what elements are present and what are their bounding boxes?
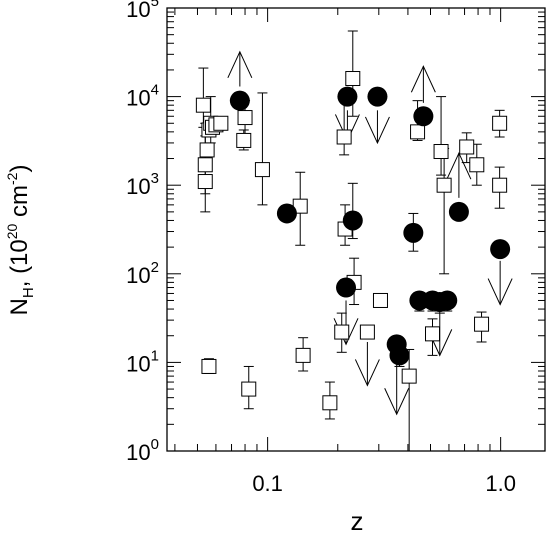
limit-arrows	[227, 50, 513, 416]
y-tick-label: 102	[126, 259, 159, 288]
x-tick-label: 1.0	[485, 471, 516, 496]
open-square-point	[236, 132, 252, 148]
filled-circle-point	[413, 106, 434, 127]
open-square-point	[469, 157, 485, 173]
open-square-point	[410, 124, 426, 140]
filled-circle-point	[448, 201, 469, 222]
open-square-point	[237, 110, 253, 126]
open-square-point	[425, 326, 441, 342]
filled-circle-point	[367, 86, 388, 107]
filled-circle-point	[403, 222, 424, 243]
upper-limit-arrow-head	[384, 388, 410, 416]
plot-frame	[166, 7, 546, 452]
upper-limit-arrow-head	[354, 359, 380, 387]
open-square-point	[213, 115, 229, 131]
open-square-point	[492, 115, 508, 131]
filled-circle-point	[490, 239, 511, 260]
open-square-point	[359, 324, 375, 340]
open-square-point	[195, 97, 211, 113]
x-axis-title: z	[351, 506, 364, 536]
filled-circle-point	[437, 290, 458, 311]
y-tick-label: 101	[126, 347, 159, 376]
axes	[166, 7, 546, 452]
open-square-point	[345, 71, 361, 87]
y-tick-label: 104	[126, 82, 159, 111]
open-square-point	[459, 139, 475, 155]
lower-limit-arrow-head	[446, 151, 472, 180]
lower-limit-arrow-head	[227, 50, 253, 79]
filled-circle-point	[337, 86, 358, 107]
filled-circle-point	[342, 210, 363, 231]
open-square-point	[336, 129, 352, 145]
open-square-point	[492, 177, 508, 193]
open-square-point	[241, 381, 257, 397]
filled-circle-point	[336, 277, 357, 298]
open-square-point	[372, 292, 388, 308]
y-tick-label: 100	[126, 436, 159, 465]
open-square-point	[254, 162, 270, 178]
open-square-point	[433, 144, 449, 160]
data-markers	[195, 71, 511, 411]
filled-circle-point	[229, 90, 250, 111]
tick-labels: 100 101 102 103 104 105 0.1 1.0	[126, 0, 516, 496]
open-square-point	[295, 347, 311, 363]
y-tick-label: 103	[126, 170, 159, 199]
open-square-point	[197, 157, 213, 173]
open-square-point	[436, 177, 452, 193]
open-square-point	[474, 316, 490, 332]
lower-limit-arrow-head	[410, 65, 436, 93]
open-square-point	[197, 174, 213, 190]
open-square-point	[322, 395, 338, 411]
upper-limit-arrow-head	[487, 278, 513, 306]
filled-circle-point	[276, 203, 297, 224]
x-tick-label: 0.1	[252, 471, 283, 496]
upper-limit-arrow-head	[364, 116, 390, 145]
axis-titles: z NH, (1020 cm-2)	[4, 165, 364, 536]
y-axis-title: NH, (1020 cm-2)	[4, 165, 37, 316]
y-tick-label: 105	[126, 0, 159, 22]
open-square-point	[334, 324, 350, 340]
open-square-point	[201, 358, 217, 374]
filled-circle-point	[389, 345, 410, 366]
open-square-point	[401, 368, 417, 384]
open-square-point	[199, 142, 215, 158]
